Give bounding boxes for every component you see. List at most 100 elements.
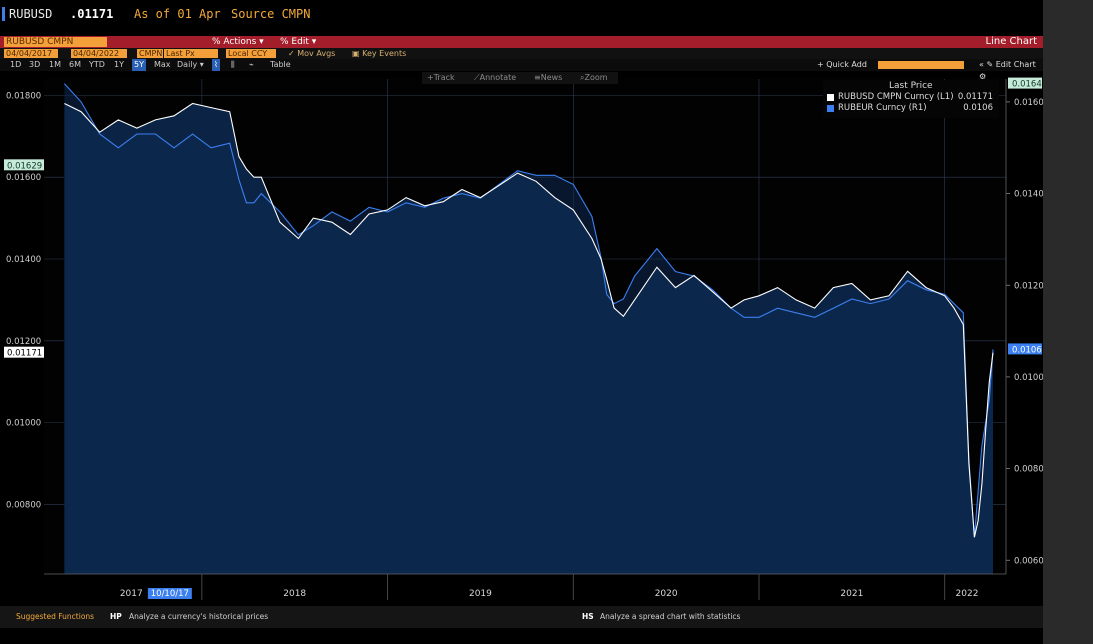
series-line-rubeur[interactable] (63, 83, 994, 538)
function-code-hp[interactable]: HP (110, 612, 122, 621)
edit-chart-label: Edit Chart (995, 60, 1036, 69)
frequency-label: Daily (177, 60, 198, 69)
security-field[interactable]: RUBUSD CMPN Curncy (4, 37, 107, 57)
line-chart-icon[interactable]: ⌇ (212, 59, 220, 71)
right-tick-label: 0.0100 (1014, 373, 1043, 383)
actions-icon: % (212, 37, 224, 47)
news-label: News (540, 73, 563, 82)
annotate-label: Annotate (479, 73, 517, 82)
left-tick-label: 0.00800 (6, 500, 41, 510)
right-tick-label: 0.0140 (1014, 190, 1043, 200)
actions-menu[interactable]: % Actions ▾ (212, 36, 264, 48)
edit-icon: % (280, 37, 292, 47)
ticker-line: RUBUSD .01171 As of 01 Apr Source CMPN (0, 4, 1043, 24)
axis-markers: 0.01629 0.01171 0.0164 0.0106 (4, 77, 1042, 359)
x-tick-label: 2022 (956, 589, 979, 599)
ticker-symbol[interactable]: RUBUSD (9, 7, 53, 21)
left-tick-label: 0.01000 (6, 419, 41, 429)
chevron-down-icon: ▾ (256, 37, 264, 47)
legend-item-rubusd[interactable]: RUBUSD CMPN Curncy (L1) 0.01171 (827, 92, 997, 103)
period-6m[interactable]: 6M (69, 60, 81, 69)
period-5y[interactable]: 5Y (132, 59, 146, 71)
frequency-select[interactable]: Daily ▾ (177, 60, 204, 69)
ticker-source: Source CMPN (231, 7, 311, 21)
suggested-functions-label: Suggested Functions (16, 612, 95, 621)
parameter-row: 04/04/2017 04/04/2022 CMPN Last Px Local… (0, 48, 1043, 59)
source-field[interactable]: CMPN (137, 49, 163, 58)
right-marker-high: 0.0164 (1012, 80, 1042, 90)
period-max[interactable]: Max (154, 60, 171, 69)
right-tick-label: 0.0080 (1014, 465, 1043, 475)
right-tick-label: 0.0160 (1014, 98, 1043, 108)
right-marker-high-box (1008, 77, 1042, 89)
key-events-label: Key Events (362, 49, 407, 58)
currency-field[interactable]: Local CCY (226, 49, 276, 58)
legend-item-rubeur[interactable]: RUBEUR Curncy (R1) 0.0106 (827, 103, 997, 114)
edit-menu[interactable]: % Edit ▾ (280, 36, 316, 48)
function-code-hs[interactable]: HS (582, 612, 594, 621)
x-tick-label: 2020 (655, 589, 678, 599)
suggested-functions-bar: Suggested Functions HP Analyze a currenc… (0, 606, 1043, 628)
period-ytd[interactable]: YTD (89, 60, 105, 69)
left-tick-label: 0.01200 (6, 337, 41, 347)
left-marker-last: 0.01171 (7, 349, 42, 359)
left-marker-last-box (4, 346, 44, 358)
mov-avgs-toggle[interactable]: ✓ Mov Avgs (288, 49, 336, 58)
right-marker-last-box (1008, 343, 1042, 355)
left-axis: 0.01800 0.01600 0.01400 0.01200 0.01000 0.008… (6, 91, 41, 510)
chart-toolbar: + Track ⟋ Annotate ≡ News ⌕ Zoom (422, 72, 618, 84)
left-tick-label: 0.01400 (6, 255, 41, 265)
price-field[interactable]: Last Px (164, 49, 218, 58)
x-tick-label: 2021 (840, 589, 863, 599)
x-tick-label: 2017 (120, 589, 143, 599)
period-3d[interactable]: 3D (29, 60, 41, 69)
table-view[interactable]: Table (270, 60, 291, 69)
drawing-icon[interactable]: ⌁ (249, 60, 254, 69)
line-chart[interactable]: 0.01800 0.01600 0.01400 0.01200 0.01000 0.008… (0, 71, 1043, 605)
series-line-rubusd[interactable] (64, 102, 994, 538)
right-marker-last: 0.0106 (1012, 345, 1042, 355)
track-tool[interactable]: + Track (427, 73, 455, 82)
period-1d[interactable]: 1D (10, 60, 22, 69)
annotate-tool[interactable]: ⟋ Annotate (474, 73, 517, 82)
chevron-down-icon: ▾ (308, 37, 317, 47)
start-date-field[interactable]: 04/04/2017 (4, 49, 58, 58)
left-tick-label: 0.01600 (6, 173, 41, 183)
x-tick-label: 2018 (283, 589, 306, 599)
left-marker-high-box (4, 159, 44, 171)
legend-value: 0.0106 (963, 103, 993, 113)
rubeur-area (64, 83, 993, 574)
x-axis: 2017 2018 2019 2020 2021 2022 10/10/17 (44, 573, 1006, 600)
function-desc-hs[interactable]: Analyze a spread chart with statistics (600, 612, 741, 621)
legend-swatch (827, 105, 834, 112)
legend-name: RUBUSD CMPN Curncy (L1) (838, 92, 954, 102)
view-title: Line Chart (985, 36, 1038, 47)
actions-label: Actions (223, 37, 257, 47)
ticker-marker (2, 7, 5, 21)
right-axis: 0.0160 0.0140 0.0120 0.0100 0.0080 0.0060 (1005, 79, 1043, 574)
command-bar: RUBUSD CMPN Curncy % Actions ▾ % Edit ▾ … (0, 36, 1043, 57)
edit-chart-button[interactable]: « ✎ Edit Chart ⚙ (979, 60, 1036, 81)
edit-label: Edit (291, 37, 309, 47)
legend-header: Last Price (889, 81, 933, 91)
right-tick-label: 0.0120 (1014, 281, 1043, 291)
left-tick-label: 0.01800 (6, 91, 41, 101)
period-1m[interactable]: 1M (49, 60, 61, 69)
quick-add-button[interactable]: + Quick Add (817, 60, 867, 69)
legend-name: RUBEUR Curncy (R1) (838, 103, 927, 113)
track-label: Track (433, 73, 455, 82)
period-row: 1D 3D 1M 6M YTD 1Y 5Y Max Daily ▾ ⌇ ⫼ ⌁ … (0, 59, 1043, 81)
function-desc-hp[interactable]: Analyze a currency's historical prices (129, 612, 269, 621)
chart-legend: Last Price RUBUSD CMPN Curncy (L1) 0.011… (823, 80, 999, 118)
news-tool[interactable]: ≡ News (534, 73, 563, 82)
period-1y[interactable]: 1Y (114, 60, 124, 69)
zoom-label: Zoom (584, 73, 608, 82)
quick-add-input[interactable] (878, 61, 964, 69)
zoom-tool[interactable]: ⌕ Zoom (580, 73, 608, 82)
candle-chart-icon[interactable]: ⫼ (231, 60, 235, 69)
end-date-field[interactable]: 04/04/2022 (71, 49, 127, 58)
key-events-toggle[interactable]: ▣ Key Events (352, 49, 407, 58)
x-tick-label: 2019 (469, 589, 492, 599)
mov-avgs-label: Mov Avgs (297, 49, 336, 58)
right-tick-label: 0.0060 (1014, 556, 1043, 566)
